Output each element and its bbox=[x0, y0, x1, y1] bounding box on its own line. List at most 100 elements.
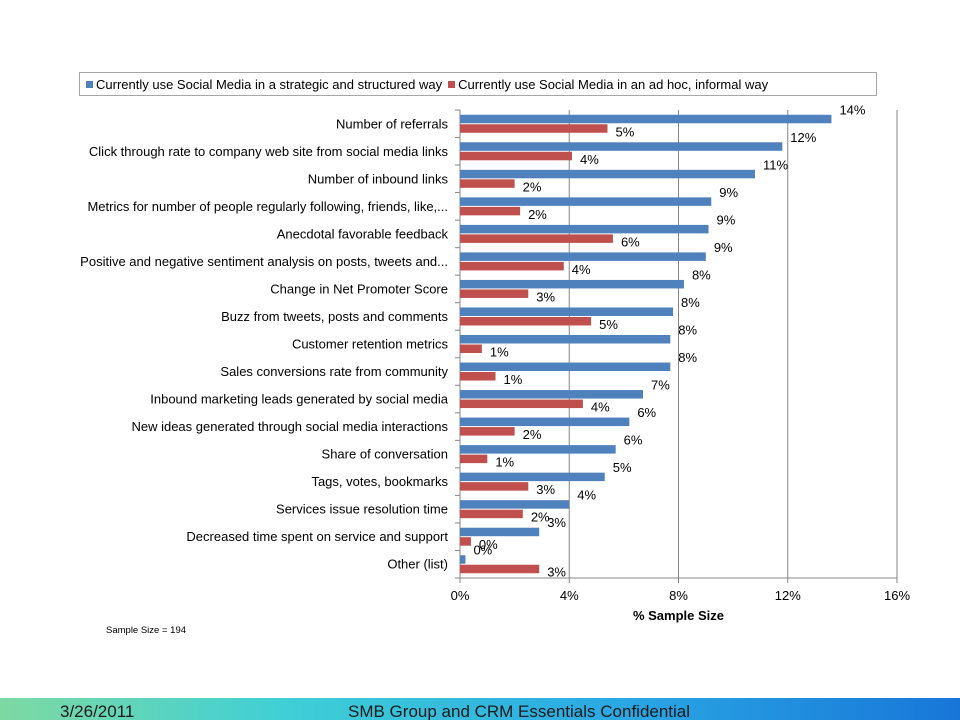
category-label: Share of conversation bbox=[322, 447, 448, 462]
bar-adhoc bbox=[460, 179, 515, 188]
x-tick-label: 12% bbox=[775, 588, 801, 603]
bar-strategic bbox=[460, 169, 755, 179]
data-label-adhoc: 0% bbox=[479, 537, 498, 552]
data-label-adhoc: 6% bbox=[621, 234, 640, 249]
data-label-adhoc: 3% bbox=[536, 482, 555, 497]
legend-label-strategic: Currently use Social Media in a strategi… bbox=[96, 76, 443, 92]
legend-item-strategic: Currently use Social Media in a strategi… bbox=[86, 77, 442, 92]
data-label-strategic: 12% bbox=[790, 130, 816, 145]
data-label-strategic: 8% bbox=[678, 350, 697, 365]
bar-adhoc bbox=[460, 372, 496, 381]
bar-adhoc bbox=[460, 427, 515, 436]
category-label: Customer retention metrics bbox=[292, 337, 449, 352]
category-label: Services issue resolution time bbox=[276, 502, 448, 517]
bar-strategic bbox=[460, 417, 630, 427]
category-label: Number of inbound links bbox=[308, 171, 449, 186]
legend-item-adhoc: Currently use Social Media in an ad hoc,… bbox=[448, 77, 768, 92]
data-label-strategic: 9% bbox=[719, 185, 738, 200]
data-label-adhoc: 3% bbox=[536, 289, 555, 304]
legend-swatch-adhoc bbox=[448, 80, 456, 88]
bar-strategic bbox=[460, 307, 674, 316]
bar-adhoc bbox=[460, 124, 608, 133]
data-label-adhoc: 4% bbox=[591, 400, 610, 415]
footer-text: SMB Group and CRM Essentials Confidentia… bbox=[348, 702, 691, 720]
footer-date: 3/26/2011 bbox=[60, 702, 135, 720]
bar-strategic bbox=[460, 500, 570, 509]
data-label-adhoc: 2% bbox=[531, 510, 550, 525]
data-label-strategic: 0% bbox=[473, 543, 492, 558]
data-label-adhoc: 3% bbox=[547, 565, 566, 580]
bar-adhoc bbox=[460, 151, 572, 161]
category-label: Sales conversions rate from community bbox=[220, 364, 448, 379]
bar-adhoc bbox=[460, 482, 529, 491]
category-label: Positive and negative sentiment analysis… bbox=[80, 254, 448, 269]
bar-strategic bbox=[460, 335, 671, 344]
bar-adhoc bbox=[460, 399, 583, 409]
bar-chart: 0% 4% 8% 12% 16% % Sample Size Number of refer… bbox=[80, 102, 910, 623]
category-label: Number of referrals bbox=[336, 116, 448, 131]
data-label-adhoc: 4% bbox=[580, 152, 599, 167]
x-tick-label: 16% bbox=[884, 588, 910, 603]
bar-adhoc bbox=[460, 261, 564, 271]
category-label: Tags, votes, bookmarks bbox=[311, 474, 448, 489]
bar-strategic bbox=[460, 279, 684, 289]
bar-strategic bbox=[460, 142, 783, 151]
sample-size-note: Sample Size = 194 bbox=[106, 625, 187, 636]
data-label-strategic: 4% bbox=[577, 488, 596, 503]
bar-strategic bbox=[460, 527, 540, 537]
data-label-strategic: 3% bbox=[547, 515, 566, 530]
bar-adhoc bbox=[460, 316, 592, 326]
category-label: Inbound marketing leads generated by soc… bbox=[150, 392, 449, 407]
x-tick-label: 4% bbox=[560, 588, 579, 603]
data-label-strategic: 6% bbox=[637, 405, 656, 420]
category-label: New ideas generated through social media… bbox=[131, 419, 448, 434]
data-label-strategic: 6% bbox=[624, 433, 643, 448]
data-label-strategic: 9% bbox=[714, 240, 733, 255]
bar-adhoc bbox=[460, 564, 540, 574]
data-label-strategic: 8% bbox=[681, 295, 700, 310]
data-label-adhoc: 5% bbox=[599, 317, 618, 332]
category-label: Decreased time spent on service and supp… bbox=[186, 529, 448, 544]
bar-strategic bbox=[460, 197, 712, 206]
bar-strategic bbox=[460, 390, 643, 399]
x-tick-label: 8% bbox=[669, 588, 688, 603]
bar-strategic bbox=[460, 114, 832, 124]
bar-adhoc bbox=[460, 509, 523, 519]
category-label: Buzz from tweets, posts and comments bbox=[221, 309, 448, 324]
data-label-strategic: 8% bbox=[678, 323, 697, 338]
x-tick-label: 0% bbox=[451, 588, 470, 603]
footer-bar: 3/26/2011 SMB Group and CRM Essentials C… bbox=[0, 698, 960, 720]
data-label-strategic: 5% bbox=[613, 460, 632, 475]
data-label-adhoc: 2% bbox=[523, 427, 542, 442]
data-label-strategic: 8% bbox=[692, 267, 711, 282]
bar-adhoc bbox=[460, 289, 529, 298]
x-axis-title: % Sample Size bbox=[633, 608, 724, 623]
bar-adhoc bbox=[460, 537, 471, 546]
data-label-strategic: 11% bbox=[763, 157, 788, 172]
legend-swatch-strategic bbox=[86, 80, 93, 88]
data-label-adhoc: 1% bbox=[495, 455, 514, 470]
category-label: Click through rate to company web site f… bbox=[89, 144, 449, 159]
data-label-adhoc: 1% bbox=[490, 345, 509, 360]
category-label: Metrics for number of people regularly f… bbox=[87, 199, 448, 214]
bar-strategic bbox=[460, 362, 671, 372]
data-label-adhoc: 5% bbox=[615, 124, 634, 139]
data-label-strategic: 7% bbox=[651, 378, 670, 393]
bar-adhoc bbox=[460, 344, 482, 353]
data-label-adhoc: 2% bbox=[523, 179, 542, 194]
bar-strategic bbox=[460, 252, 706, 261]
data-label-adhoc: 1% bbox=[504, 372, 523, 387]
data-label-strategic: 14% bbox=[839, 102, 865, 117]
bar-strategic bbox=[460, 472, 605, 482]
category-label: Other (list) bbox=[387, 557, 448, 572]
chart-legend: Currently use Social Media in a strategi… bbox=[79, 72, 877, 96]
bar-strategic bbox=[460, 224, 709, 234]
bar-adhoc bbox=[460, 234, 613, 243]
category-label: Anecdotal favorable feedback bbox=[277, 226, 449, 241]
data-label-adhoc: 2% bbox=[528, 207, 547, 222]
data-label-adhoc: 4% bbox=[572, 262, 591, 277]
legend-label-adhoc: Currently use Social Media in an ad hoc,… bbox=[458, 76, 769, 92]
bar-strategic bbox=[460, 555, 466, 564]
bar-strategic bbox=[460, 445, 616, 454]
bar-adhoc bbox=[460, 206, 521, 216]
